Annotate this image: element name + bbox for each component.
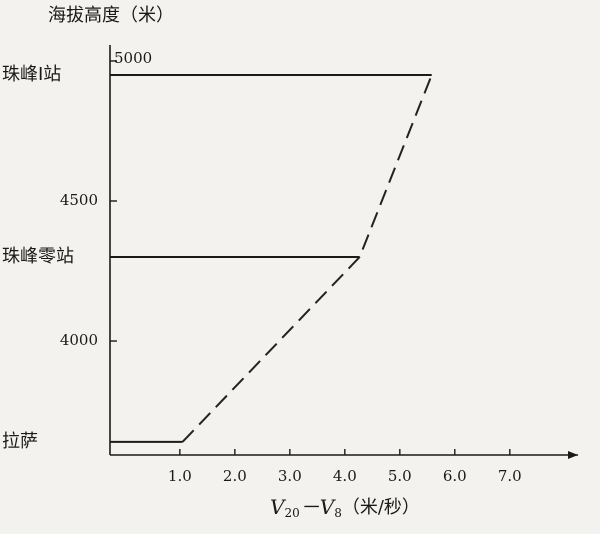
x-axis-title: V20－V8（米/秒）: [270, 495, 420, 520]
x-tick-label: 7.0: [498, 467, 522, 485]
y-tick-label: 4000: [60, 331, 98, 349]
y-tick-label: 4500: [60, 191, 98, 209]
x-tick-label: 2.0: [223, 467, 247, 485]
y-tick-label: 5000: [114, 49, 152, 67]
x-tick-label: 1.0: [168, 467, 192, 485]
x-axis-arrow: [568, 451, 578, 459]
x-title-part: －V: [300, 495, 337, 519]
station-label: 珠峰I站: [2, 64, 61, 85]
x-title-part: 8: [334, 506, 342, 520]
data-line: [181, 74, 433, 443]
x-title-part: 20: [284, 506, 299, 520]
y-axis-title: 海拔高度（米）: [48, 5, 174, 26]
x-title-part: V: [270, 495, 287, 519]
x-tick-label: 5.0: [388, 467, 412, 485]
x-tick-label: 3.0: [278, 467, 302, 485]
station-label: 珠峰零站: [2, 246, 74, 267]
x-tick-label: 4.0: [333, 467, 357, 485]
x-title-part: （米/秒）: [342, 497, 420, 518]
station-label: 拉萨: [2, 431, 38, 452]
x-tick-label: 6.0: [443, 467, 467, 485]
